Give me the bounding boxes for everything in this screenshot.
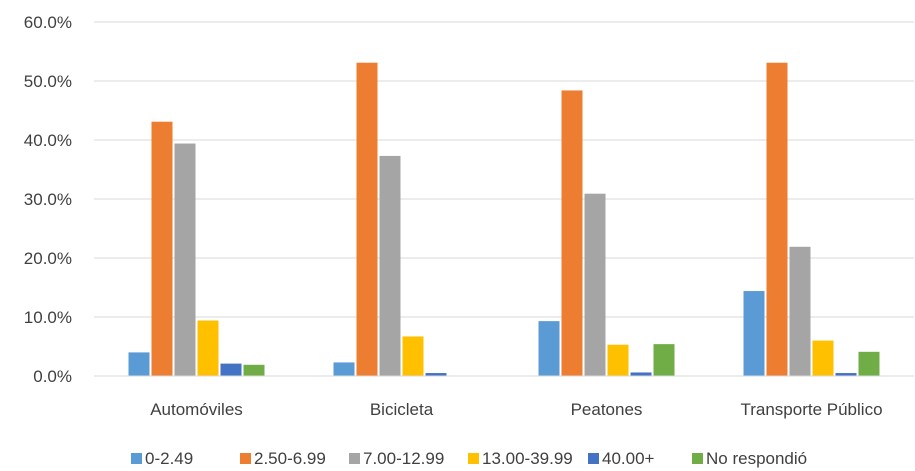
x-axis-category-labels: Automóviles Bicicleta Peatones Transporte P…	[150, 400, 882, 419]
bar	[766, 62, 788, 377]
y-tick-label: 10.0%	[24, 308, 72, 327]
y-tick-label: 30.0%	[24, 190, 72, 209]
bar	[220, 363, 242, 376]
bar	[584, 193, 606, 376]
legend-label: 2.50-6.99	[254, 449, 326, 468]
legend-label: 7.00-12.99	[363, 449, 444, 468]
bar	[789, 246, 811, 376]
x-category-label: Peatones	[571, 400, 643, 419]
bar	[561, 90, 583, 376]
legend-swatch	[240, 453, 251, 464]
y-axis-tick-labels: 0.0% 10.0% 20.0% 30.0% 40.0% 50.0% 60.0%	[24, 13, 72, 386]
legend-label: 13.00-39.99	[482, 449, 573, 468]
y-tick-label: 20.0%	[24, 249, 72, 268]
bar	[835, 373, 857, 376]
legend-swatch	[349, 453, 360, 464]
bar	[197, 320, 219, 376]
bar	[607, 344, 629, 376]
y-tick-label: 50.0%	[24, 72, 72, 91]
legend: 0-2.49 2.50-6.99 7.00-12.99 13.00-39.99 40.0…	[131, 449, 807, 468]
bar	[425, 373, 447, 376]
bar	[174, 143, 196, 376]
bar	[653, 344, 675, 376]
bar	[538, 321, 560, 376]
y-tick-label: 0.0%	[33, 367, 72, 386]
bar	[356, 62, 378, 377]
legend-swatch	[692, 453, 703, 464]
legend-label: 40.00+	[602, 449, 655, 468]
legend-swatch	[131, 453, 142, 464]
bars	[128, 62, 880, 377]
bar	[812, 340, 834, 376]
bar	[333, 362, 355, 376]
bar	[743, 291, 765, 376]
bar	[243, 364, 265, 376]
x-category-label: Transporte Público	[740, 400, 882, 419]
legend-swatch	[468, 453, 479, 464]
bar	[151, 121, 173, 377]
bar	[630, 372, 652, 376]
bar	[402, 336, 424, 376]
y-tick-label: 60.0%	[24, 13, 72, 32]
y-tick-label: 40.0%	[24, 131, 72, 150]
x-category-label: Automóviles	[150, 400, 243, 419]
legend-swatch	[588, 453, 599, 464]
x-category-label: Bicicleta	[370, 400, 434, 419]
legend-label: No respondió	[706, 449, 807, 468]
bar	[379, 155, 401, 376]
bar	[858, 351, 880, 376]
bar	[128, 352, 150, 376]
legend-label: 0-2.49	[145, 449, 193, 468]
